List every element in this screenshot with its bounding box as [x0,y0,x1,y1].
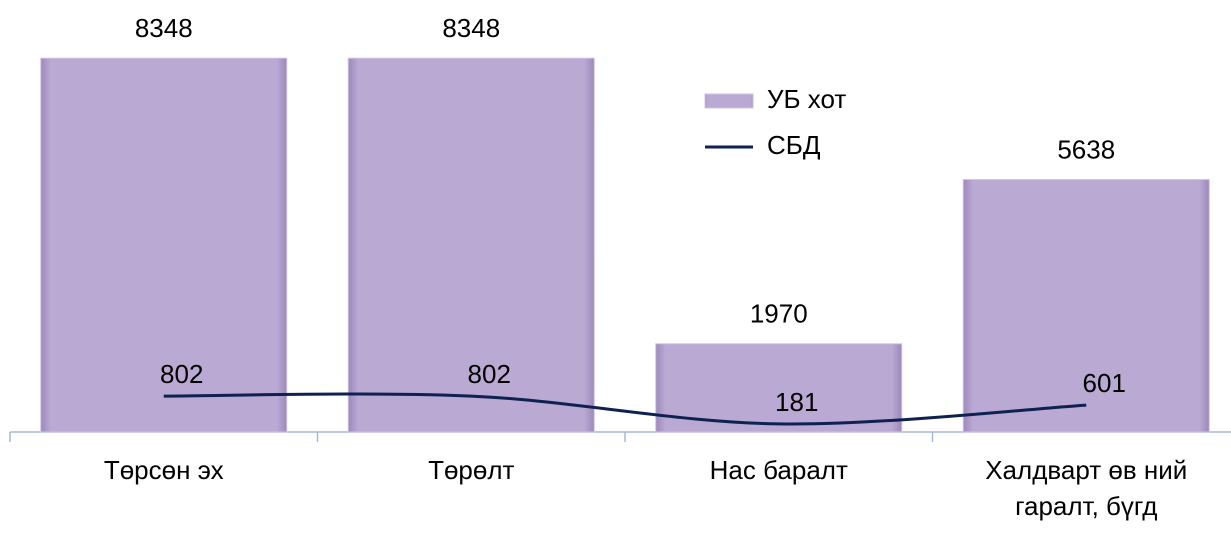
bar-value-label: 8348 [442,13,500,43]
bar [347,57,595,433]
bar [40,57,288,433]
line-value-label: 601 [1083,368,1126,398]
x-tick-label: Нас баралт [709,455,848,485]
bar-value-label: 8348 [135,13,193,43]
line-value-label: 181 [775,387,818,417]
line-value-label: 802 [468,359,511,389]
x-tick-label: Төрсөн эх [103,455,224,485]
bar-value-label: 1970 [750,299,808,329]
x-tick-label: Халдварт өв ний гаралт, бүгд [985,455,1188,521]
bar [655,343,903,433]
legend-swatch [704,93,754,109]
legend-label: СБД [767,130,821,160]
bar [962,179,1210,433]
legend-label: УБ хот [767,84,846,114]
line [163,392,1087,426]
x-tick-label: Төрөлт [428,455,515,485]
line-value-label: 802 [160,359,203,389]
bar-value-label: 5638 [1057,134,1115,164]
